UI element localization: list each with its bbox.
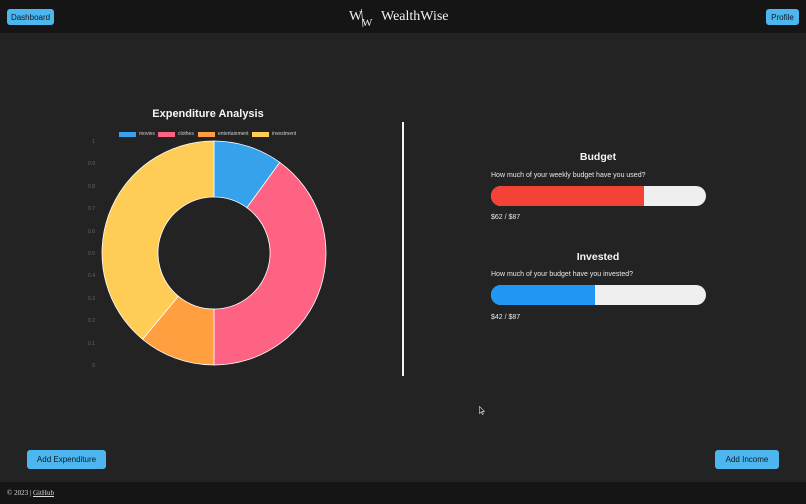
y-tick-label: 0.5 bbox=[88, 251, 95, 257]
y-tick-label: 1 bbox=[92, 139, 95, 145]
y-tick-label: 0.3 bbox=[88, 295, 95, 302]
legend-label: investment bbox=[272, 131, 297, 137]
donut-slice-entertainment[interactable] bbox=[142, 295, 215, 366]
invested-progress-bar bbox=[491, 285, 706, 305]
budget-progress-bar bbox=[491, 186, 706, 206]
y-tick-label: 0.4 bbox=[88, 273, 95, 280]
legend-label: clothes bbox=[178, 131, 194, 137]
svg-text:W: W bbox=[362, 17, 373, 28]
invested-progress-fill bbox=[491, 285, 595, 305]
vertical-divider bbox=[402, 122, 404, 376]
chart-title: Expenditure Analysis bbox=[152, 108, 264, 120]
y-tick-label: 0 bbox=[92, 363, 95, 369]
legend-swatch bbox=[119, 131, 136, 137]
legend-label: entertainment bbox=[218, 131, 249, 137]
legend-item-investment[interactable]: investment bbox=[252, 131, 296, 137]
y-tick-label: 0.1 bbox=[88, 340, 95, 347]
donut-slice-movies[interactable] bbox=[213, 140, 281, 209]
mouse-cursor-icon bbox=[479, 406, 485, 415]
add-expenditure-button[interactable]: Add Expenditure bbox=[27, 450, 106, 469]
legend-swatch bbox=[198, 131, 215, 137]
invested-question: How much of your budget have you investe… bbox=[491, 271, 634, 278]
github-link[interactable]: GitHub bbox=[32, 489, 54, 497]
legend-item-movies[interactable]: movies bbox=[119, 131, 155, 137]
donut-slice-investment[interactable] bbox=[101, 140, 215, 340]
footer bbox=[0, 482, 806, 504]
budget-title: Budget bbox=[579, 151, 617, 163]
invested-title: Invested bbox=[576, 251, 620, 263]
legend-item-entertainment[interactable]: entertainment bbox=[198, 131, 249, 137]
add-income-button[interactable]: Add Income bbox=[715, 450, 779, 469]
top-navbar bbox=[0, 0, 806, 33]
legend-item-clothes[interactable]: clothes bbox=[158, 131, 194, 137]
legend-swatch bbox=[252, 131, 269, 137]
legend-label: movies bbox=[139, 131, 155, 137]
donut-slice-clothes[interactable] bbox=[213, 161, 327, 366]
y-tick-label: 0.9 bbox=[88, 161, 95, 168]
brand-name: WealthWise bbox=[381, 9, 449, 24]
y-tick-label: 0.8 bbox=[88, 183, 95, 190]
y-tick-label: 0.7 bbox=[88, 206, 95, 213]
y-tick-label: 0.6 bbox=[88, 228, 95, 235]
legend-swatch bbox=[158, 131, 175, 137]
invested-amount: $42 / $87 bbox=[491, 314, 521, 321]
profile-button[interactable]: Profile bbox=[766, 9, 799, 25]
brand: W W WealthWise bbox=[349, 6, 449, 28]
svg-text:W: W bbox=[349, 9, 363, 24]
wealthwise-logo-icon: W W bbox=[349, 8, 373, 28]
budget-amount: $62 / $87 bbox=[491, 214, 521, 221]
budget-question: How much of your weekly budget have you … bbox=[491, 172, 646, 179]
budget-progress-fill bbox=[491, 186, 645, 206]
y-tick-label: 0.2 bbox=[88, 318, 95, 325]
footer-text: © 2023 | GitHub bbox=[7, 489, 54, 497]
dashboard-button[interactable]: Dashboard bbox=[7, 9, 54, 25]
copyright-text: © 2023 | bbox=[7, 489, 32, 497]
